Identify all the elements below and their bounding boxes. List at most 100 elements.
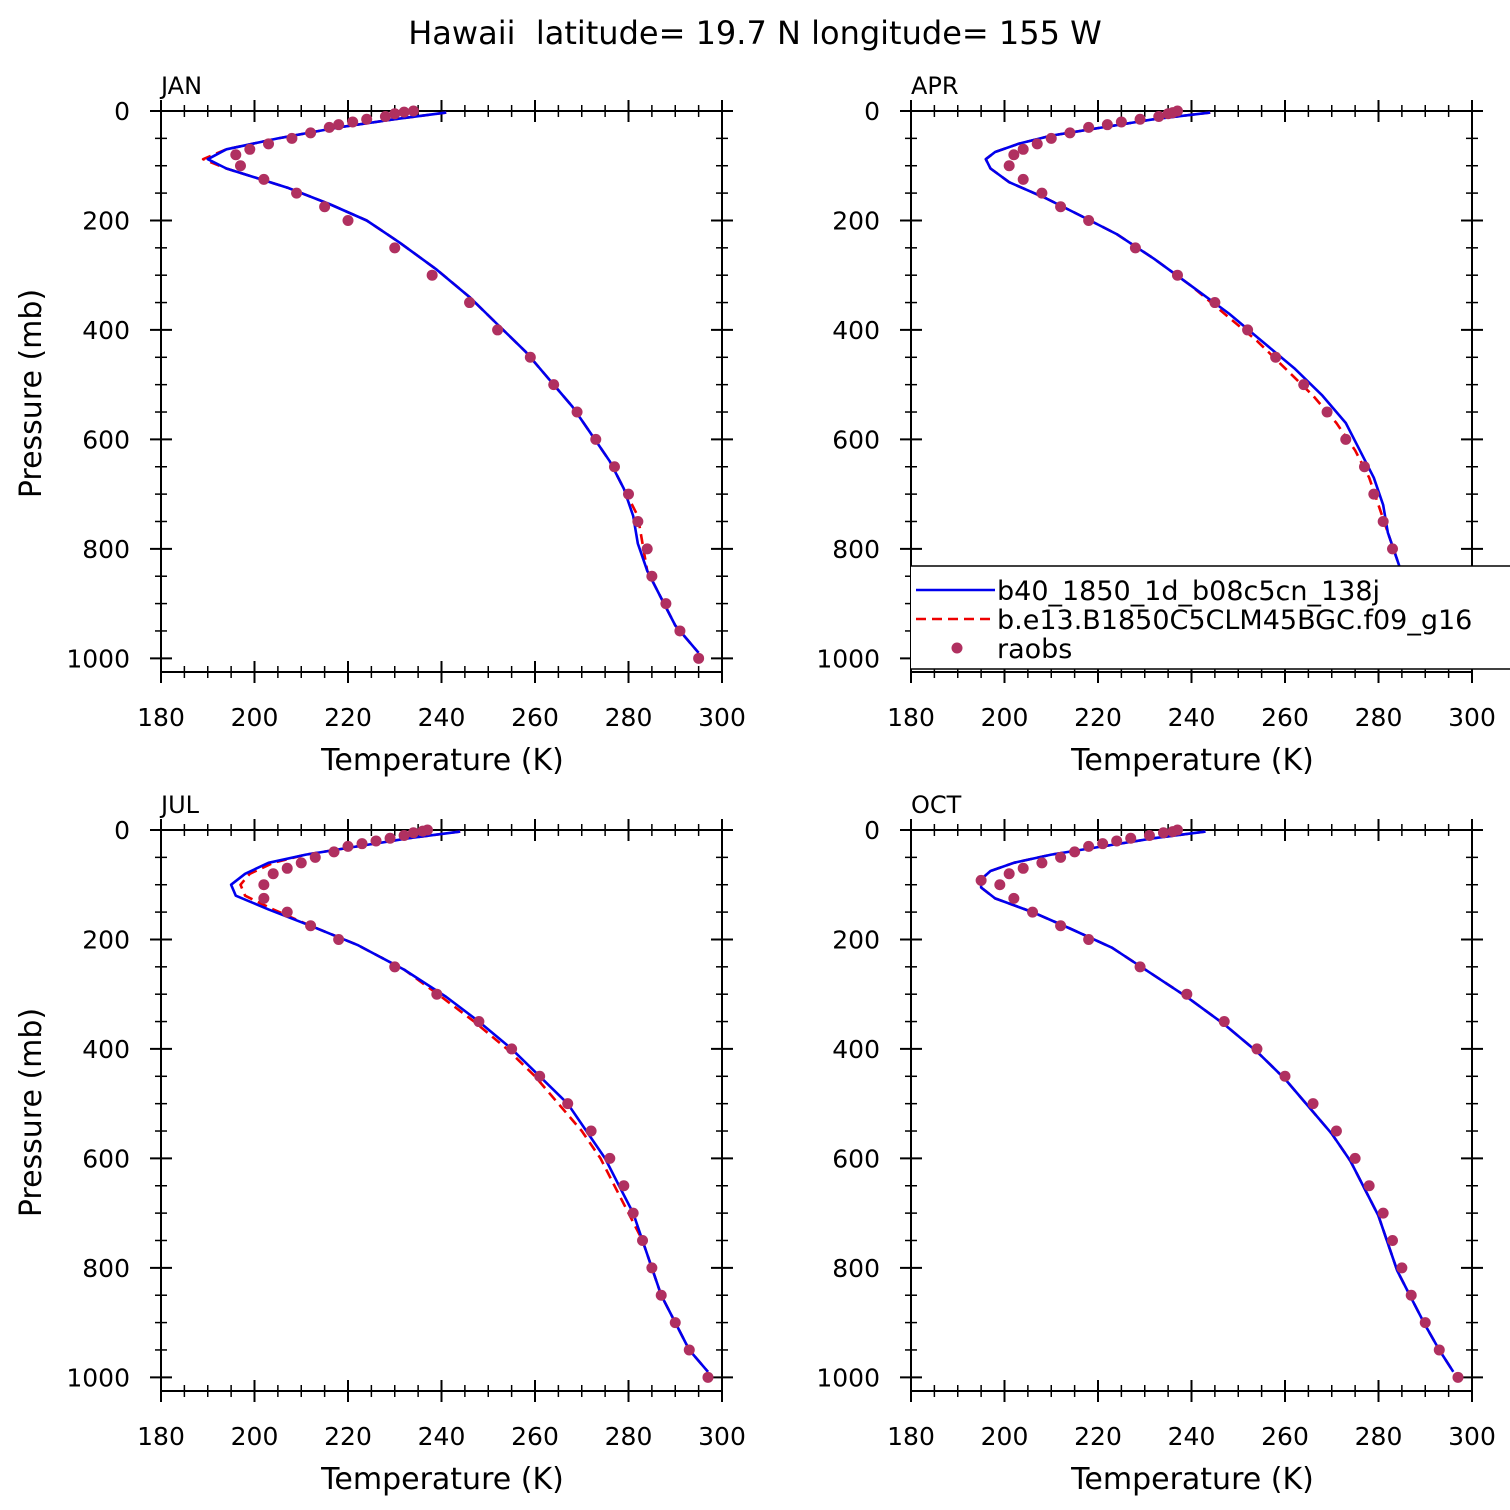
raobs-point xyxy=(1307,1098,1319,1110)
raobs-point xyxy=(492,324,504,336)
raobs-point xyxy=(646,570,658,582)
raobs-point xyxy=(1045,132,1057,144)
x-axis-label: Temperature (K) xyxy=(1070,743,1314,778)
y-tick-label: 400 xyxy=(82,1035,130,1064)
y-tick-label: 1000 xyxy=(66,1363,130,1392)
panels: 180 200 220 240 260 280 300 0 200 400 600 800 1000 JA… xyxy=(14,72,1496,1497)
x-tick-label: 280 xyxy=(1355,1422,1403,1451)
legend-label: b40_1850_1d_b08c5cn_138j xyxy=(997,576,1380,607)
raobs-point xyxy=(646,1262,658,1274)
raobs-point xyxy=(604,1152,616,1164)
raobs-point xyxy=(669,1317,681,1329)
raobs-point xyxy=(1129,242,1141,254)
legend-item: b.e13.B1850C5CLM45BGC.f09_g16 xyxy=(916,605,1472,636)
raobs-point xyxy=(590,433,602,445)
raobs-point xyxy=(1055,920,1067,932)
raobs-point xyxy=(1368,488,1380,500)
raobs-point xyxy=(309,851,321,863)
raobs-point xyxy=(1396,1262,1408,1274)
x-tick-label: 260 xyxy=(511,703,559,732)
x-tick-label: 180 xyxy=(887,703,935,732)
raobs-point xyxy=(258,173,270,185)
raobs-markers xyxy=(975,824,1464,1383)
raobs-point xyxy=(361,113,373,125)
x-tick-label: 240 xyxy=(1168,1422,1216,1451)
x-axis-label: Temperature (K) xyxy=(1070,1462,1314,1497)
raobs-point xyxy=(323,121,335,133)
raobs-point xyxy=(389,108,401,120)
raobs-point xyxy=(1003,868,1015,880)
raobs-point xyxy=(1433,1344,1445,1356)
raobs-point xyxy=(347,116,359,128)
raobs-point xyxy=(1218,1016,1230,1028)
raobs-point xyxy=(431,988,443,1000)
raobs-point xyxy=(1242,324,1254,336)
raobs-point xyxy=(417,825,429,837)
x-tick-label: 280 xyxy=(605,703,653,732)
series-line-b-e13 xyxy=(239,830,709,1373)
x-tick-label: 300 xyxy=(698,1422,746,1451)
raobs-point xyxy=(1452,1371,1464,1383)
raobs-point xyxy=(305,920,317,932)
raobs-point xyxy=(1349,1152,1361,1164)
raobs-point xyxy=(618,1180,630,1192)
raobs-point xyxy=(637,1234,649,1246)
x-axis-label: Temperature (K) xyxy=(320,743,564,778)
panel-title: JAN xyxy=(159,72,202,100)
raobs-point xyxy=(1083,214,1095,226)
y-tick-label: 200 xyxy=(832,925,880,954)
raobs-point xyxy=(627,1207,639,1219)
x-tick-label: 240 xyxy=(418,1422,466,1451)
y-tick-label: 200 xyxy=(82,206,130,235)
raobs-point xyxy=(585,1125,597,1137)
x-tick-label: 220 xyxy=(324,703,372,732)
x-tick-label: 300 xyxy=(1448,1422,1496,1451)
x-axis-label: Temperature (K) xyxy=(320,1462,564,1497)
x-tick-label: 200 xyxy=(981,1422,1029,1451)
y-tick-label: 600 xyxy=(832,1144,880,1173)
raobs-point xyxy=(660,598,672,610)
raobs-point xyxy=(608,461,620,473)
raobs-point xyxy=(263,138,275,150)
plot-frame xyxy=(910,829,1473,1392)
raobs-point xyxy=(234,160,246,172)
x-tick-label: 240 xyxy=(1168,703,1216,732)
x-tick-label: 280 xyxy=(605,1422,653,1451)
raobs-point xyxy=(548,379,560,391)
x-tick-label: 180 xyxy=(137,1422,185,1451)
raobs-point xyxy=(281,906,293,918)
y-tick-label: 600 xyxy=(82,1144,130,1173)
y-tick-label: 0 xyxy=(864,816,880,845)
raobs-point xyxy=(1097,838,1109,850)
y-tick-label: 1000 xyxy=(816,644,880,673)
legend-marker xyxy=(951,642,963,654)
raobs-point xyxy=(1321,406,1333,418)
x-tick-label: 260 xyxy=(1261,1422,1309,1451)
raobs-point xyxy=(1125,832,1137,844)
x-tick-label: 220 xyxy=(1074,1422,1122,1451)
raobs-point xyxy=(1405,1289,1417,1301)
raobs-point xyxy=(1083,933,1095,945)
series-line-b-e13 xyxy=(201,111,700,654)
panel-title: JUL xyxy=(159,791,200,819)
raobs-point xyxy=(1298,379,1310,391)
raobs-point xyxy=(1358,461,1370,473)
raobs-point xyxy=(1115,116,1127,128)
raobs-point xyxy=(1017,862,1029,874)
raobs-point xyxy=(305,127,317,139)
panel-title: APR xyxy=(911,72,959,100)
raobs-point xyxy=(683,1344,695,1356)
raobs-point xyxy=(655,1289,667,1301)
raobs-point xyxy=(258,879,270,891)
raobs-point xyxy=(1055,201,1067,213)
panel-apr: 180 200 220 240 260 280 300 0 200 400 600 800 1000 AP… xyxy=(816,72,1495,778)
panel-oct: 180 200 220 240 260 280 300 0 200 400 600 800 1000 OC… xyxy=(816,791,1495,1497)
raobs-point xyxy=(1377,1207,1389,1219)
raobs-point xyxy=(1209,297,1221,309)
panel-jan: 180 200 220 240 260 280 300 0 200 400 600 800 1000 JA… xyxy=(14,72,746,778)
raobs-point xyxy=(1134,113,1146,125)
raobs-point xyxy=(291,187,303,199)
raobs-point xyxy=(407,105,419,117)
raobs-point xyxy=(693,652,705,664)
raobs-point xyxy=(258,892,270,904)
